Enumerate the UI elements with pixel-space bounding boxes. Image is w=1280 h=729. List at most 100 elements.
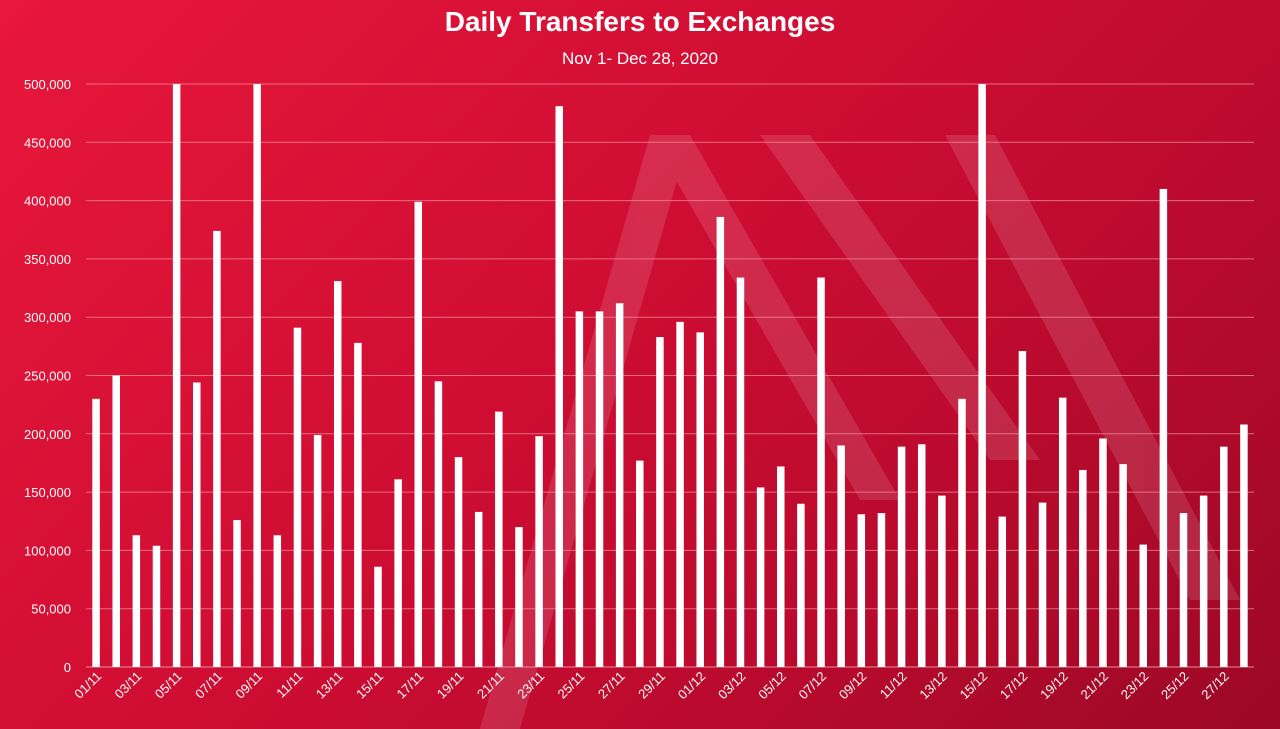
x-tick-label: 05/12 xyxy=(755,669,789,703)
x-tick-label: 05/11 xyxy=(152,669,185,702)
bar-19-12 xyxy=(1058,397,1067,667)
y-tick-label: 500,000 xyxy=(24,77,71,92)
bar-11-11 xyxy=(293,327,302,667)
x-tick-label: 19/12 xyxy=(1037,669,1071,703)
bar-20-12 xyxy=(1079,469,1087,667)
bar-06-12 xyxy=(797,503,805,667)
bar-22-11 xyxy=(515,527,523,667)
y-tick-label: 50,000 xyxy=(31,602,71,617)
bar-08-11 xyxy=(233,520,241,667)
bar-28-12 xyxy=(1240,424,1248,667)
bar-15-11 xyxy=(374,566,382,667)
x-tick-label: 21/12 xyxy=(1077,669,1111,703)
bar-05-12 xyxy=(777,466,785,667)
x-tick-label: 09/12 xyxy=(836,669,870,703)
bar-28-11 xyxy=(636,460,644,667)
bar-18-12 xyxy=(1038,502,1047,667)
x-axis: 01/11 03/11 05/11 07/11 09/11 11/11 13/11 15/11… xyxy=(71,669,1232,703)
bar-27-12 xyxy=(1220,446,1228,667)
bar-18-11 xyxy=(434,381,443,667)
bar-07-11 xyxy=(213,230,221,667)
bar-11-12 xyxy=(897,446,906,667)
x-tick-label: 01/11 xyxy=(71,669,104,702)
bar-25-11 xyxy=(575,311,584,667)
bar-16-11 xyxy=(394,479,402,667)
bar-26-11 xyxy=(595,311,604,667)
bar-17-12 xyxy=(1018,351,1027,667)
bar-04-12 xyxy=(756,487,765,667)
bar-25-12 xyxy=(1179,513,1188,667)
bar-04-11 xyxy=(152,545,161,667)
x-tick-label: 27/11 xyxy=(595,669,628,702)
bar-12-11 xyxy=(313,434,322,667)
x-tick-label: 03/11 xyxy=(112,669,145,702)
bar-05-11 xyxy=(172,84,181,667)
bar-24-12 xyxy=(1159,188,1168,667)
x-tick-label: 27/12 xyxy=(1198,669,1232,703)
bar-02-12 xyxy=(716,216,725,667)
bar-27-11 xyxy=(615,303,624,667)
y-tick-label: 0 xyxy=(64,660,71,675)
x-tick-label: 29/11 xyxy=(635,669,668,702)
bar-26-12 xyxy=(1199,495,1208,667)
bar-23-12 xyxy=(1139,544,1147,667)
x-tick-label: 11/11 xyxy=(273,669,305,701)
bar-30-11 xyxy=(676,321,684,667)
bar-21-11 xyxy=(495,411,503,667)
bar-23-11 xyxy=(535,436,543,667)
y-tick-label: 300,000 xyxy=(24,310,71,325)
x-tick-label: 23/12 xyxy=(1118,669,1152,703)
bar-13-12 xyxy=(938,495,946,667)
x-tick-label: 13/12 xyxy=(916,669,950,703)
bar-21-12 xyxy=(1099,438,1107,667)
x-tick-label: 17/12 xyxy=(997,669,1031,703)
bar-13-11 xyxy=(333,281,342,667)
y-tick-label: 350,000 xyxy=(24,252,71,267)
bar-10-12 xyxy=(877,513,886,667)
x-tick-label: 01/12 xyxy=(675,669,709,703)
bar-19-11 xyxy=(454,457,463,667)
bar-17-11 xyxy=(414,201,423,668)
x-tick-label: 17/11 xyxy=(393,669,426,702)
y-tick-label: 200,000 xyxy=(24,427,71,442)
bar-01-11 xyxy=(92,398,100,667)
bar-01-12 xyxy=(696,332,704,667)
chart-subtitle: Nov 1- Dec 28, 2020 xyxy=(562,49,718,68)
bar-15-12 xyxy=(978,84,986,667)
x-tick-label: 15/12 xyxy=(957,669,991,703)
bar-08-12 xyxy=(837,445,845,667)
bar-03-11 xyxy=(132,535,141,667)
x-tick-label: 07/12 xyxy=(796,669,830,703)
bar-14-12 xyxy=(958,398,966,667)
bar-09-11 xyxy=(253,84,261,667)
x-tick-label: 19/11 xyxy=(434,669,467,702)
bar-22-12 xyxy=(1119,464,1127,667)
x-tick-label: 25/12 xyxy=(1158,669,1192,703)
y-tick-label: 450,000 xyxy=(24,135,71,150)
chart-title: Daily Transfers to Exchanges xyxy=(444,6,836,37)
bar-14-11 xyxy=(354,342,362,667)
x-tick-label: 13/11 xyxy=(313,669,346,702)
x-tick-label: 11/12 xyxy=(877,669,910,702)
bar-16-12 xyxy=(998,516,1007,667)
bar-07-12 xyxy=(817,277,825,667)
y-tick-label: 100,000 xyxy=(24,543,71,558)
x-tick-label: 15/11 xyxy=(353,669,386,702)
y-tick-label: 400,000 xyxy=(24,194,71,209)
x-tick-label: 03/12 xyxy=(715,669,749,703)
bar-10-11 xyxy=(273,535,282,667)
bar-29-11 xyxy=(656,337,664,667)
bar-12-12 xyxy=(917,444,926,667)
y-tick-label: 150,000 xyxy=(24,485,71,500)
x-tick-label: 07/11 xyxy=(192,669,225,702)
y-tick-label: 250,000 xyxy=(24,369,71,384)
bar-03-12 xyxy=(736,277,745,667)
bar-06-11 xyxy=(193,382,201,667)
bar-09-12 xyxy=(857,514,866,667)
bar-24-11 xyxy=(555,106,563,668)
bar-20-11 xyxy=(474,511,483,667)
x-tick-label: 25/11 xyxy=(555,669,588,702)
bars xyxy=(92,84,1248,668)
